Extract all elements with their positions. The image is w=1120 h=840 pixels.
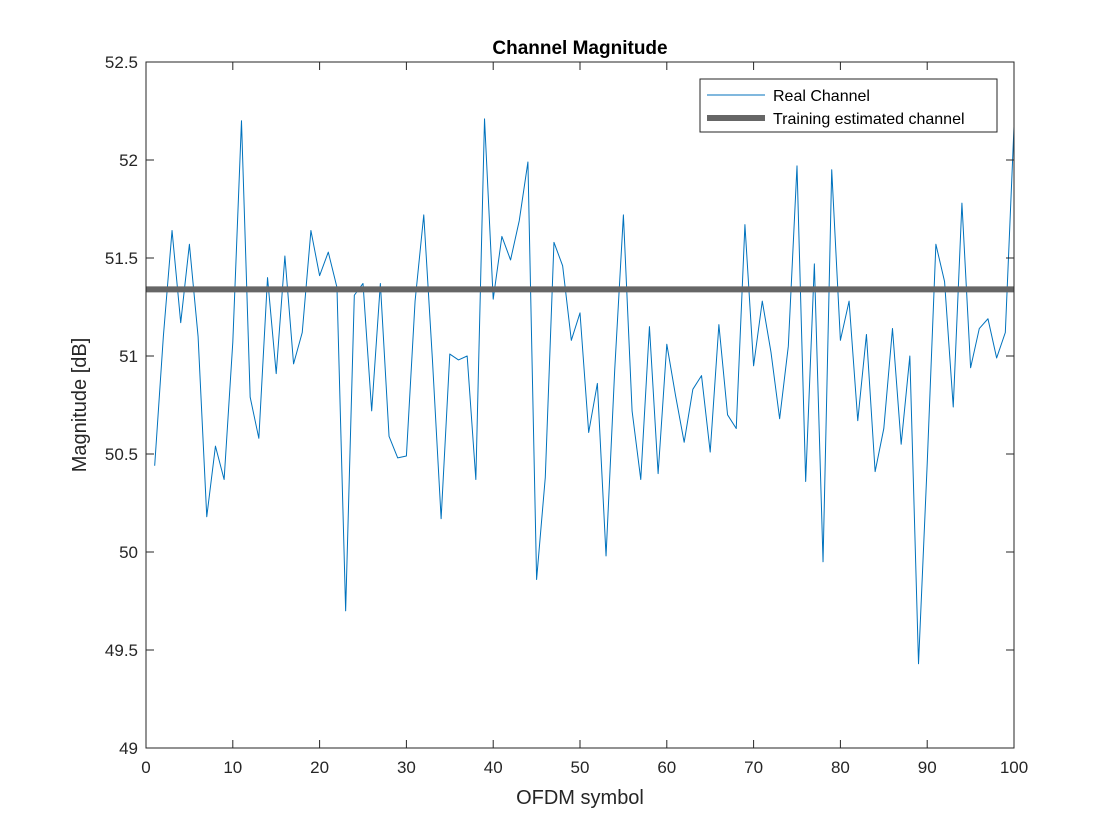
chart-title: Channel Magnitude bbox=[492, 38, 667, 59]
y-tick-label: 50.5 bbox=[105, 445, 138, 464]
y-tick-label: 52 bbox=[119, 151, 138, 170]
x-tick-label: 50 bbox=[571, 758, 590, 777]
legend-box bbox=[699, 78, 998, 133]
y-tick-label: 50 bbox=[119, 543, 138, 562]
series-layer bbox=[146, 118, 1015, 665]
plot-area bbox=[146, 62, 1014, 748]
series-line-real-channel bbox=[154, 118, 1015, 665]
x-tick-label: 10 bbox=[223, 758, 242, 777]
y-tick-label: 51.5 bbox=[105, 249, 138, 268]
x-tick-label: 60 bbox=[657, 758, 676, 777]
legend-label-training-estimated-channel: Training estimated channel bbox=[773, 111, 965, 128]
legend: Real Channel Training estimated channel bbox=[699, 78, 998, 133]
x-tick-label: 80 bbox=[831, 758, 850, 777]
legend-label-real-channel: Real Channel bbox=[773, 88, 870, 105]
x-axis-label: OFDM symbol bbox=[516, 787, 644, 809]
y-tick-label: 49.5 bbox=[105, 641, 138, 660]
x-tick-label: 100 bbox=[1000, 758, 1028, 777]
x-tick-label: 20 bbox=[310, 758, 329, 777]
x-tick-label: 30 bbox=[397, 758, 416, 777]
x-tick-label: 0 bbox=[141, 758, 150, 777]
y-tick-label: 52.5 bbox=[105, 53, 138, 72]
x-tick-label: 70 bbox=[744, 758, 763, 777]
y-tick-label: 51 bbox=[119, 347, 138, 366]
y-tick-label: 49 bbox=[119, 739, 138, 758]
x-tick-label: 90 bbox=[918, 758, 937, 777]
ticks-layer: 0 10 20 30 40 50 60 70 80 90 100 49 49.5 50 50.5 51 51.5… bbox=[105, 53, 1028, 777]
x-tick-label: 40 bbox=[484, 758, 503, 777]
y-axis-label: Magnitude [dB] bbox=[69, 338, 91, 473]
